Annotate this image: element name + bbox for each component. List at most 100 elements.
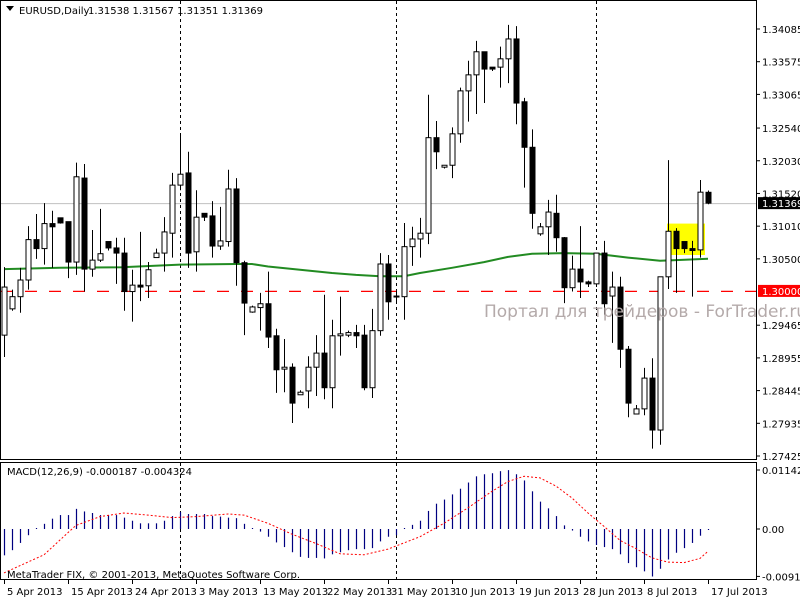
macd-label: MACD(12,26,9) -0.000187 -0.004324 <box>7 467 192 478</box>
time-tick-label: 8 Jul 2013 <box>647 587 697 598</box>
price-tick-label: 1.27425 <box>762 452 800 463</box>
bear-candle-body <box>321 352 328 389</box>
candle <box>537 222 544 236</box>
price-tick-label: 1.33575 <box>762 58 800 69</box>
candle <box>297 390 304 396</box>
candle <box>353 324 360 348</box>
bear-candle-body <box>49 223 56 228</box>
bull-candle-body <box>41 223 48 250</box>
time-tick-label: 17 Jul 2013 <box>711 587 768 598</box>
candle <box>489 66 496 71</box>
bull-candle-body <box>641 377 648 410</box>
candle <box>529 129 536 229</box>
bear-candle-body <box>185 172 192 254</box>
bear-candle-body <box>121 252 128 293</box>
bear-candle-body <box>689 248 696 252</box>
candle <box>633 405 640 415</box>
candle <box>329 319 336 409</box>
bear-candle-body <box>273 335 280 371</box>
time-tick-label: 15 Apr 2013 <box>71 587 133 598</box>
macd-panel[interactable] <box>3 463 710 580</box>
bull-candle-body <box>609 286 616 297</box>
candle <box>577 226 584 298</box>
bull-candle-body <box>473 51 480 76</box>
bull-candle-body <box>153 252 160 259</box>
time-tick-label: 5 Apr 2013 <box>7 587 62 598</box>
bear-candle-body <box>233 188 240 264</box>
candle <box>441 164 448 169</box>
bid-price-label: 1.31369 <box>762 199 800 210</box>
bull-candle-body <box>225 188 232 243</box>
bull-candle-body <box>417 232 424 240</box>
price-panel[interactable] <box>1 1 756 459</box>
candle <box>81 163 88 292</box>
triangle-down-icon[interactable] <box>6 6 14 11</box>
level-price-label: 1.30000 <box>762 287 800 298</box>
bear-candle-body <box>385 263 392 303</box>
candle <box>265 271 272 348</box>
candle <box>497 46 504 88</box>
candle <box>49 210 56 268</box>
level-price-badge <box>758 284 800 297</box>
bull-candle-body <box>569 268 576 289</box>
bear-candle-body <box>241 262 248 304</box>
bear-candle-body <box>513 38 520 104</box>
macd-signal-line <box>3 475 709 574</box>
candle <box>225 169 232 247</box>
candle <box>201 212 208 222</box>
bull-candle-body <box>1 286 8 336</box>
candle <box>185 151 192 268</box>
candle <box>209 201 216 258</box>
candle <box>649 358 656 449</box>
candle <box>481 51 488 104</box>
candle <box>609 271 616 343</box>
candle <box>153 248 160 259</box>
candle <box>345 330 352 338</box>
axes: 1.34085 1.33575 1.33065 1.32540 1.32030 1.315… <box>4 25 800 598</box>
bull-candle-body <box>217 240 224 247</box>
bear-candle-body <box>393 295 400 298</box>
candle <box>313 335 320 397</box>
bull-candle-body <box>409 238 416 248</box>
bear-candle-body <box>577 268 584 283</box>
bear-candle-body <box>561 237 568 289</box>
candle <box>1 267 8 357</box>
bull-candle-body <box>337 333 344 337</box>
bull-candle-body <box>369 330 376 389</box>
bear-candle-body <box>105 241 112 249</box>
bull-candle-body <box>161 231 168 254</box>
bull-candle-body <box>545 211 552 228</box>
bear-candle-body <box>81 177 88 270</box>
price-tick-label: 1.33065 <box>762 90 800 101</box>
bull-candle-body <box>377 263 384 332</box>
candle <box>681 241 688 254</box>
candle <box>65 221 72 279</box>
candle <box>457 87 464 143</box>
price-tick-label: 1.30500 <box>762 255 800 266</box>
candle <box>409 226 416 266</box>
bull-candle-body <box>593 252 600 285</box>
bear-candle-body <box>57 217 64 224</box>
candle <box>513 26 520 125</box>
candle <box>465 60 472 122</box>
candle <box>145 262 152 298</box>
symbol-period-label: EURUSD,Daily <box>19 6 90 17</box>
macd-tick-label: -0.009179 <box>762 572 800 583</box>
bear-candle-body <box>601 252 608 305</box>
candle <box>369 308 376 398</box>
time-tick-label: 13 May 2013 <box>263 587 328 598</box>
bull-candle-body <box>665 230 672 278</box>
candle <box>449 127 456 179</box>
bear-candle-body <box>137 284 144 288</box>
candle <box>169 172 176 258</box>
price-tick-label: 1.34085 <box>762 25 800 36</box>
bear-candle-body <box>585 281 592 285</box>
bear-candle-body <box>521 101 528 148</box>
time-tick-label: 10 Jun 2013 <box>455 587 515 598</box>
candle <box>97 208 104 263</box>
candle <box>625 346 632 418</box>
candle <box>641 367 648 416</box>
bear-candle-body <box>673 230 680 250</box>
